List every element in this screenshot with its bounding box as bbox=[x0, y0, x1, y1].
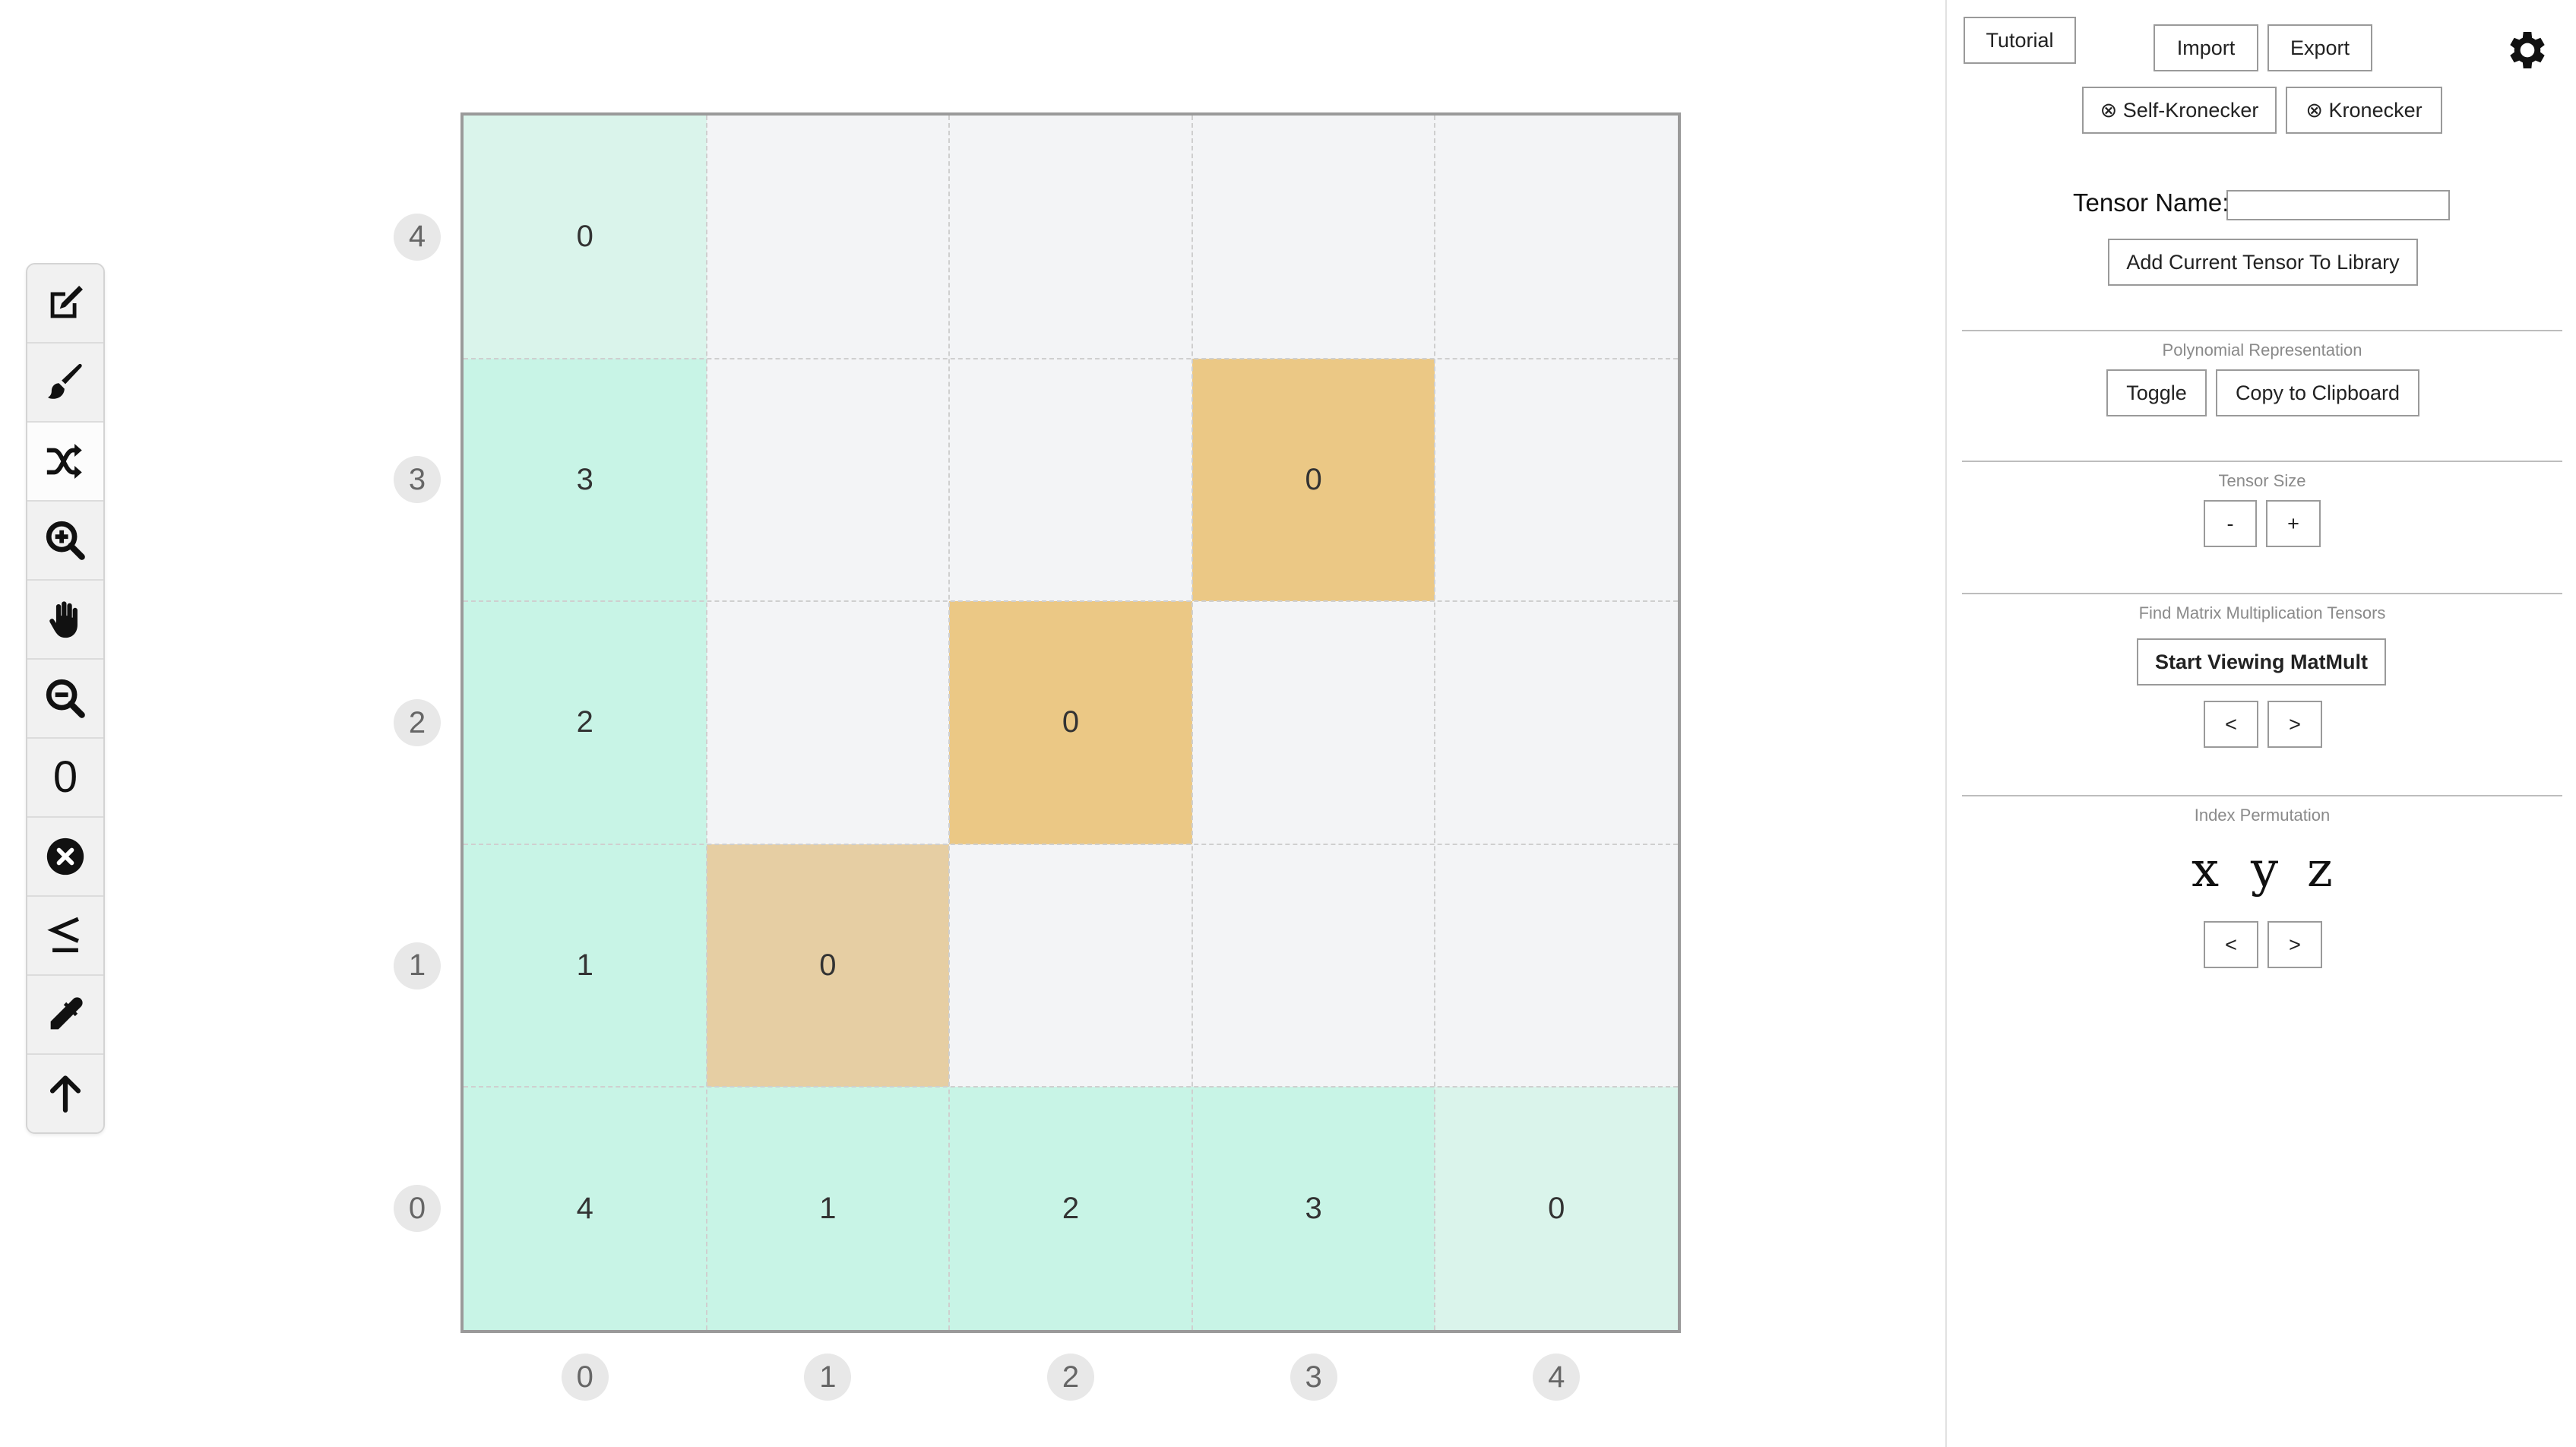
grid-cell[interactable] bbox=[706, 358, 950, 602]
eyedropper-tool-button[interactable] bbox=[27, 976, 103, 1055]
edit-tool-button[interactable] bbox=[27, 264, 103, 344]
grid-cell[interactable] bbox=[706, 116, 950, 359]
eyedropper-icon bbox=[50, 997, 83, 1030]
zoom-out-icon bbox=[46, 679, 85, 718]
arrow-up-icon bbox=[49, 1075, 81, 1113]
column-axis-label: 4 bbox=[1533, 1354, 1581, 1401]
column-axis-label: 3 bbox=[1290, 1354, 1337, 1401]
copy-clipboard-button[interactable]: Copy to Clipboard bbox=[2216, 369, 2419, 416]
tensor-size-section-title: Tensor Size bbox=[2218, 471, 2306, 490]
matmult-section-title: Find Matrix Multiplication Tensors bbox=[2138, 603, 2386, 622]
size-decrease-button[interactable]: - bbox=[2204, 500, 2257, 547]
polynomial-section-title: Polynomial Representation bbox=[2162, 340, 2362, 359]
matmult-next-button[interactable]: > bbox=[2267, 701, 2322, 748]
divider bbox=[1962, 330, 2562, 331]
divider bbox=[1962, 593, 2562, 594]
hand-tool-button[interactable] bbox=[27, 581, 103, 660]
perm-letter-x: x bbox=[2191, 842, 2220, 898]
grid-cell[interactable]: 0 bbox=[1435, 1087, 1678, 1330]
grid-cell[interactable] bbox=[949, 116, 1192, 359]
grid-cell[interactable]: 2 bbox=[949, 1087, 1192, 1330]
control-panel: Tutorial Import Export ⊗ Self-Kronecker … bbox=[1945, 0, 2576, 1447]
perm-prev-button[interactable]: < bbox=[2204, 921, 2258, 968]
perm-next-button[interactable]: > bbox=[2267, 921, 2322, 968]
arrow-up-tool-button[interactable] bbox=[27, 1055, 103, 1132]
matmult-prev-button[interactable]: < bbox=[2204, 701, 2258, 748]
perm-letter-z: z bbox=[2307, 842, 2333, 898]
brush-tool-button[interactable] bbox=[27, 344, 103, 423]
column-axis-label: 0 bbox=[561, 1354, 609, 1401]
grid-cell[interactable] bbox=[706, 601, 950, 844]
shuffle-tool-button[interactable] bbox=[27, 423, 103, 502]
zoom-out-tool-button[interactable] bbox=[27, 660, 103, 739]
grid-cell[interactable]: 0 bbox=[706, 844, 950, 1088]
row-axis-label: 3 bbox=[394, 456, 441, 504]
zoom-in-icon bbox=[46, 521, 85, 560]
brush-icon bbox=[48, 363, 82, 399]
tool-palette: 0 bbox=[26, 263, 105, 1134]
grid-cell[interactable]: 0 bbox=[949, 601, 1192, 844]
grid-cell[interactable] bbox=[949, 358, 1192, 602]
settings-button[interactable] bbox=[2503, 26, 2552, 74]
less-equal-icon bbox=[47, 917, 79, 952]
grid-cell[interactable] bbox=[949, 844, 1192, 1088]
kronecker-button[interactable]: ⊗ Kronecker bbox=[2286, 87, 2442, 134]
column-axis-label: 1 bbox=[804, 1354, 852, 1401]
clear-tool-button[interactable] bbox=[27, 818, 103, 897]
grid-cell[interactable] bbox=[1191, 601, 1435, 844]
row-axis-label: 2 bbox=[394, 699, 441, 746]
zero-tool-button[interactable]: 0 bbox=[27, 739, 103, 818]
tutorial-button[interactable]: Tutorial bbox=[1964, 17, 2076, 64]
self-kronecker-button[interactable]: ⊗ Self-Kronecker bbox=[2082, 87, 2277, 134]
grid-cell[interactable] bbox=[1191, 844, 1435, 1088]
add-to-library-button[interactable]: Add Current Tensor To Library bbox=[2108, 239, 2418, 286]
grid-cell[interactable] bbox=[1435, 844, 1678, 1088]
perm-letter-y: y bbox=[2251, 842, 2279, 898]
grid-cell[interactable]: 0 bbox=[464, 116, 707, 359]
less-equal-tool-button[interactable] bbox=[27, 897, 103, 976]
row-axis-label: 0 bbox=[394, 1185, 441, 1233]
zero-icon: 0 bbox=[52, 752, 78, 802]
clear-icon bbox=[46, 837, 84, 875]
grid-cell[interactable]: 0 bbox=[1191, 358, 1435, 602]
grid-cell[interactable]: 3 bbox=[1191, 1087, 1435, 1330]
grid-cell[interactable] bbox=[1191, 116, 1435, 359]
grid-cell[interactable] bbox=[1435, 358, 1678, 602]
edit-icon bbox=[50, 286, 83, 318]
grid-cell[interactable] bbox=[1435, 601, 1678, 844]
grid-cell[interactable]: 3 bbox=[464, 358, 707, 602]
import-button[interactable]: Import bbox=[2154, 24, 2258, 71]
export-button[interactable]: Export bbox=[2267, 24, 2372, 71]
hand-icon bbox=[49, 601, 78, 638]
column-axis-label: 2 bbox=[1047, 1354, 1094, 1401]
gear-icon bbox=[2510, 32, 2545, 68]
tensor-name-label: Tensor Name: bbox=[2073, 188, 2229, 217]
index-permutation-section-title: Index Permutation bbox=[2194, 806, 2331, 825]
grid-cell[interactable]: 4 bbox=[464, 1087, 707, 1330]
row-axis-label: 4 bbox=[394, 213, 441, 261]
toggle-button[interactable]: Toggle bbox=[2106, 369, 2207, 416]
divider bbox=[1962, 461, 2562, 462]
row-axis-label: 1 bbox=[394, 942, 441, 989]
tensor-name-input[interactable] bbox=[2226, 190, 2450, 220]
grid-cell[interactable]: 1 bbox=[706, 1087, 950, 1330]
size-increase-button[interactable]: + bbox=[2266, 500, 2321, 547]
grid-cell[interactable]: 1 bbox=[464, 844, 707, 1088]
divider bbox=[1962, 795, 2562, 796]
zoom-in-tool-button[interactable] bbox=[27, 502, 103, 581]
grid-cell[interactable] bbox=[1435, 116, 1678, 359]
shuffle-icon bbox=[46, 444, 82, 479]
grid-cell[interactable]: 2 bbox=[464, 601, 707, 844]
start-matmult-button[interactable]: Start Viewing MatMult bbox=[2137, 638, 2386, 686]
